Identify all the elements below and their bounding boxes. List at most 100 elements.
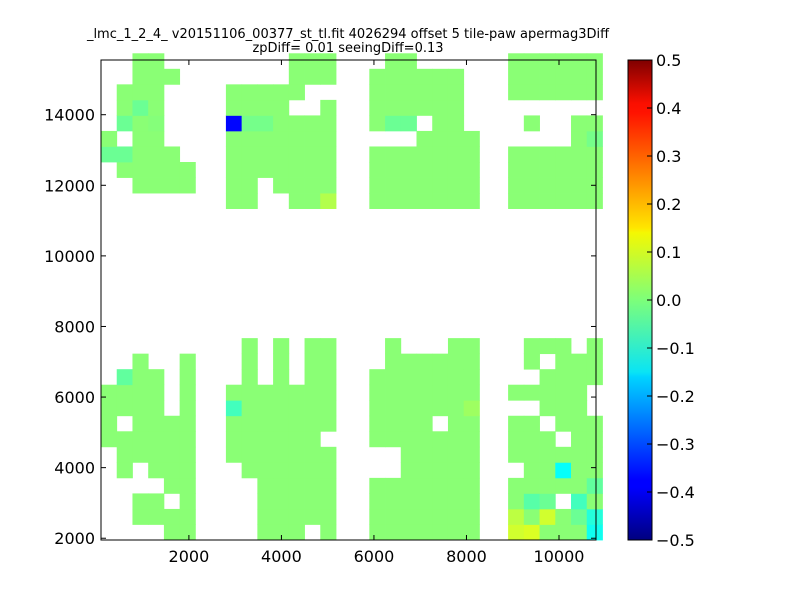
heatmap-cell xyxy=(586,53,603,70)
heatmap-cell xyxy=(586,130,603,147)
heatmap-cell xyxy=(432,177,449,194)
heatmap-cell xyxy=(163,177,181,194)
heatmap-cell xyxy=(523,162,540,178)
heatmap-cell xyxy=(400,369,417,386)
heatmap-cell xyxy=(432,115,449,132)
heatmap-cell xyxy=(385,415,402,432)
heatmap-cell xyxy=(539,524,556,541)
heatmap-cell xyxy=(463,431,480,448)
heatmap-cell xyxy=(385,177,402,194)
heatmap-cell xyxy=(273,508,290,525)
heatmap-cell xyxy=(369,477,386,494)
heatmap-cell xyxy=(539,84,556,101)
heatmap-cell xyxy=(179,415,196,432)
heatmap-cell xyxy=(400,493,417,510)
heatmap-cell xyxy=(447,431,465,448)
heatmap-cell xyxy=(320,400,337,417)
heatmap-cell xyxy=(288,130,305,147)
heatmap-cell xyxy=(148,68,165,85)
heatmap-cell xyxy=(416,84,433,101)
heatmap-cell xyxy=(523,508,540,525)
heatmap-cell xyxy=(508,193,525,209)
heatmap-cell xyxy=(304,400,321,417)
colorbar-tick-label: −0.2 xyxy=(656,387,695,406)
heatmap-cell xyxy=(400,384,417,401)
heatmap-cell xyxy=(273,84,290,101)
heatmap-cell xyxy=(385,493,402,510)
heatmap-cell xyxy=(555,508,572,525)
heatmap-cell xyxy=(539,53,556,70)
heatmap-cell xyxy=(508,493,525,510)
heatmap-cell xyxy=(179,508,196,525)
heatmap-cell xyxy=(571,177,588,194)
heatmap-cell xyxy=(432,446,449,463)
heatmap-cell xyxy=(241,177,258,194)
heatmap-cell xyxy=(432,508,449,525)
heatmap-cell xyxy=(257,130,274,147)
heatmap-cell xyxy=(539,177,556,194)
heatmap-cell xyxy=(225,84,243,101)
heatmap-cell xyxy=(416,162,433,178)
heatmap-cell xyxy=(416,384,433,401)
heatmap-cell xyxy=(241,99,258,116)
heatmap-cell xyxy=(288,400,305,417)
heatmap-cell xyxy=(101,384,118,401)
heatmap-cell xyxy=(571,353,588,370)
heatmap-cell xyxy=(148,146,165,163)
x-tick-label: 4000 xyxy=(261,547,302,566)
heatmap-cell xyxy=(586,68,603,85)
heatmap-cell xyxy=(116,446,133,463)
heatmap-cell xyxy=(163,524,181,541)
heatmap-cell xyxy=(447,369,465,386)
heatmap-cell xyxy=(320,177,337,194)
heatmap-cell xyxy=(385,477,402,494)
heatmap-cell xyxy=(288,84,305,101)
heatmap-cell xyxy=(447,115,465,132)
heatmap-cell xyxy=(288,415,305,432)
heatmap-cell xyxy=(571,508,588,525)
heatmap-cell xyxy=(241,115,258,132)
heatmap-cell xyxy=(555,369,572,386)
heatmap-cell xyxy=(571,84,588,101)
heatmap-cell xyxy=(304,493,321,510)
heatmap-cell xyxy=(447,524,465,541)
heatmap-cell xyxy=(508,177,525,194)
heatmap-cell xyxy=(320,493,337,510)
heatmap-cell xyxy=(257,115,274,132)
heatmap-cell xyxy=(523,53,540,70)
heatmap-cell xyxy=(385,338,402,355)
heatmap-cell xyxy=(539,446,556,463)
heatmap-cell xyxy=(447,400,465,417)
heatmap-cell xyxy=(508,384,525,401)
heatmap-cell xyxy=(179,384,196,401)
heatmap-cell xyxy=(400,146,417,163)
heatmap-cell xyxy=(432,68,449,85)
heatmap-cell xyxy=(369,384,386,401)
heatmap-cell xyxy=(416,146,433,163)
heatmap-cell xyxy=(508,162,525,178)
colorbar-axis: 0.5 0.4 0.3 0.2 0.1 0.0 −0.1 −0.2 −0.3 −0.4 −0.5 xyxy=(647,51,695,550)
heatmap-cell xyxy=(225,415,243,432)
heatmap-cell xyxy=(586,146,603,163)
heatmap-cell xyxy=(273,130,290,147)
heatmap-cell xyxy=(416,477,433,494)
heatmap-cell xyxy=(539,477,556,494)
heatmap-cell xyxy=(523,446,540,463)
heatmap-cell xyxy=(555,84,572,101)
heatmap-cell xyxy=(400,68,417,85)
heatmap-cell xyxy=(523,431,540,448)
heatmap-cell xyxy=(586,524,603,541)
y-tick-label: 8000 xyxy=(54,317,95,336)
heatmap-cell xyxy=(463,338,480,355)
heatmap-cell xyxy=(257,162,274,178)
heatmap-cell xyxy=(400,431,417,448)
heatmap-cell xyxy=(586,353,603,370)
y-tick-label: 6000 xyxy=(54,388,95,407)
heatmap-cell xyxy=(539,384,556,401)
heatmap-cell xyxy=(447,177,465,194)
heatmap-cell xyxy=(416,369,433,386)
heatmap-cell xyxy=(257,146,274,163)
heatmap-cell xyxy=(273,338,290,355)
heatmap-cell xyxy=(586,84,603,101)
